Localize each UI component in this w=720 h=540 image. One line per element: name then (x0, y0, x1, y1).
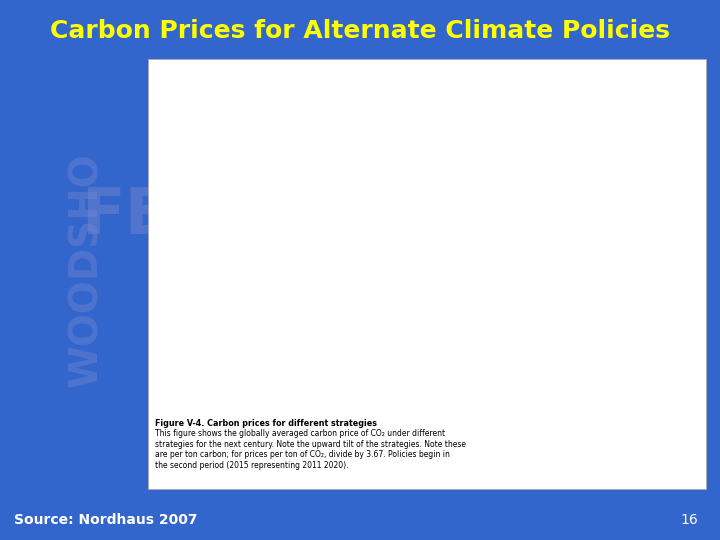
<2 degrees C (347, 244, 356, 251)
Gore (212, 326, 220, 332)
Kyoto w US (572, 337, 580, 343)
<2 degrees C (437, 133, 446, 139)
<2x CO2 (347, 279, 356, 286)
<2x CO2 (257, 316, 266, 322)
Text: This figure shows the globally averaged carbon price of CO₂ under different
stra: This figure shows the globally averaged … (155, 429, 466, 469)
<2x CO2 (662, 67, 670, 73)
Kyoto w US (302, 335, 310, 341)
Kyoto w US (527, 336, 536, 342)
Optimal (527, 289, 536, 296)
Text: WOODSHO: WOODSHO (68, 153, 105, 387)
Baseline (437, 345, 446, 351)
Optimal (617, 231, 626, 237)
Optimal (347, 335, 356, 342)
Baseline (617, 345, 626, 351)
Stern (257, 119, 266, 126)
Gore (347, 161, 356, 167)
Baseline (257, 345, 266, 351)
Optimal (437, 321, 446, 327)
Baseline (482, 345, 490, 351)
Text: 16: 16 (680, 512, 698, 526)
Kyoto w US (662, 338, 670, 344)
Stern (212, 173, 220, 179)
<2 degrees C (302, 275, 310, 282)
Text: TERN: TERN (615, 212, 652, 328)
Stern (302, 67, 310, 73)
Y-axis label: Carbon price (2005 US$ per ton C): Carbon price (2005 US$ per ton C) (157, 131, 166, 288)
Line: Stern: Stern (213, 68, 309, 179)
Optimal (482, 307, 490, 313)
Kyoto w US (392, 335, 400, 342)
Text: Carbon Prices for Alternate Climate Policies: Carbon Prices for Alternate Climate Poli… (50, 19, 670, 43)
Baseline (572, 345, 580, 351)
Text: FEANCUAA: FEANCUAA (81, 185, 467, 247)
Optimal (662, 195, 670, 202)
Baseline (212, 345, 220, 351)
Kyoto w US (437, 335, 446, 342)
<2x CO2 (617, 88, 626, 94)
Gore (257, 312, 266, 318)
Kyoto w US (482, 336, 490, 342)
Kyoto w US (257, 335, 266, 341)
<2x CO2 (482, 202, 490, 209)
Baseline (347, 345, 356, 351)
Optimal (302, 340, 310, 346)
Optimal (572, 261, 580, 268)
<2x CO2 (437, 231, 446, 237)
<2x CO2 (527, 171, 536, 178)
Optimal (392, 330, 400, 336)
Kyoto w US (212, 343, 220, 349)
Optimal (257, 342, 266, 348)
Line: Kyoto w US: Kyoto w US (213, 335, 669, 349)
Line: Optimal: Optimal (213, 196, 669, 349)
Baseline (302, 345, 310, 351)
Line: Baseline: Baseline (213, 345, 669, 350)
Text: Figure V-4. Carbon prices for different strategies: Figure V-4. Carbon prices for different … (155, 418, 377, 428)
Baseline (527, 345, 536, 351)
Text: Source: Nordhaus 2007: Source: Nordhaus 2007 (14, 512, 198, 526)
Legend: Optimal, Baseline, <2 degrees C, <2x CO2, Stern, Gore, Kyoto w US: Optimal, Baseline, <2 degrees C, <2x CO2… (156, 389, 447, 419)
<2x CO2 (392, 255, 400, 261)
<2 degrees C (257, 295, 266, 301)
Line: <2x CO2: <2x CO2 (213, 68, 669, 334)
Line: <2 degrees C: <2 degrees C (213, 133, 444, 318)
<2 degrees C (212, 312, 220, 318)
<2x CO2 (572, 144, 580, 150)
<2x CO2 (212, 328, 220, 334)
Kyoto w US (617, 337, 626, 343)
<2 degrees C (392, 199, 400, 206)
Line: Gore: Gore (213, 68, 399, 332)
Optimal (212, 343, 220, 349)
Kyoto w US (347, 335, 356, 341)
<2x CO2 (302, 300, 310, 306)
Gore (302, 275, 310, 282)
Gore (392, 67, 400, 73)
Baseline (662, 345, 670, 351)
Baseline (392, 345, 400, 351)
